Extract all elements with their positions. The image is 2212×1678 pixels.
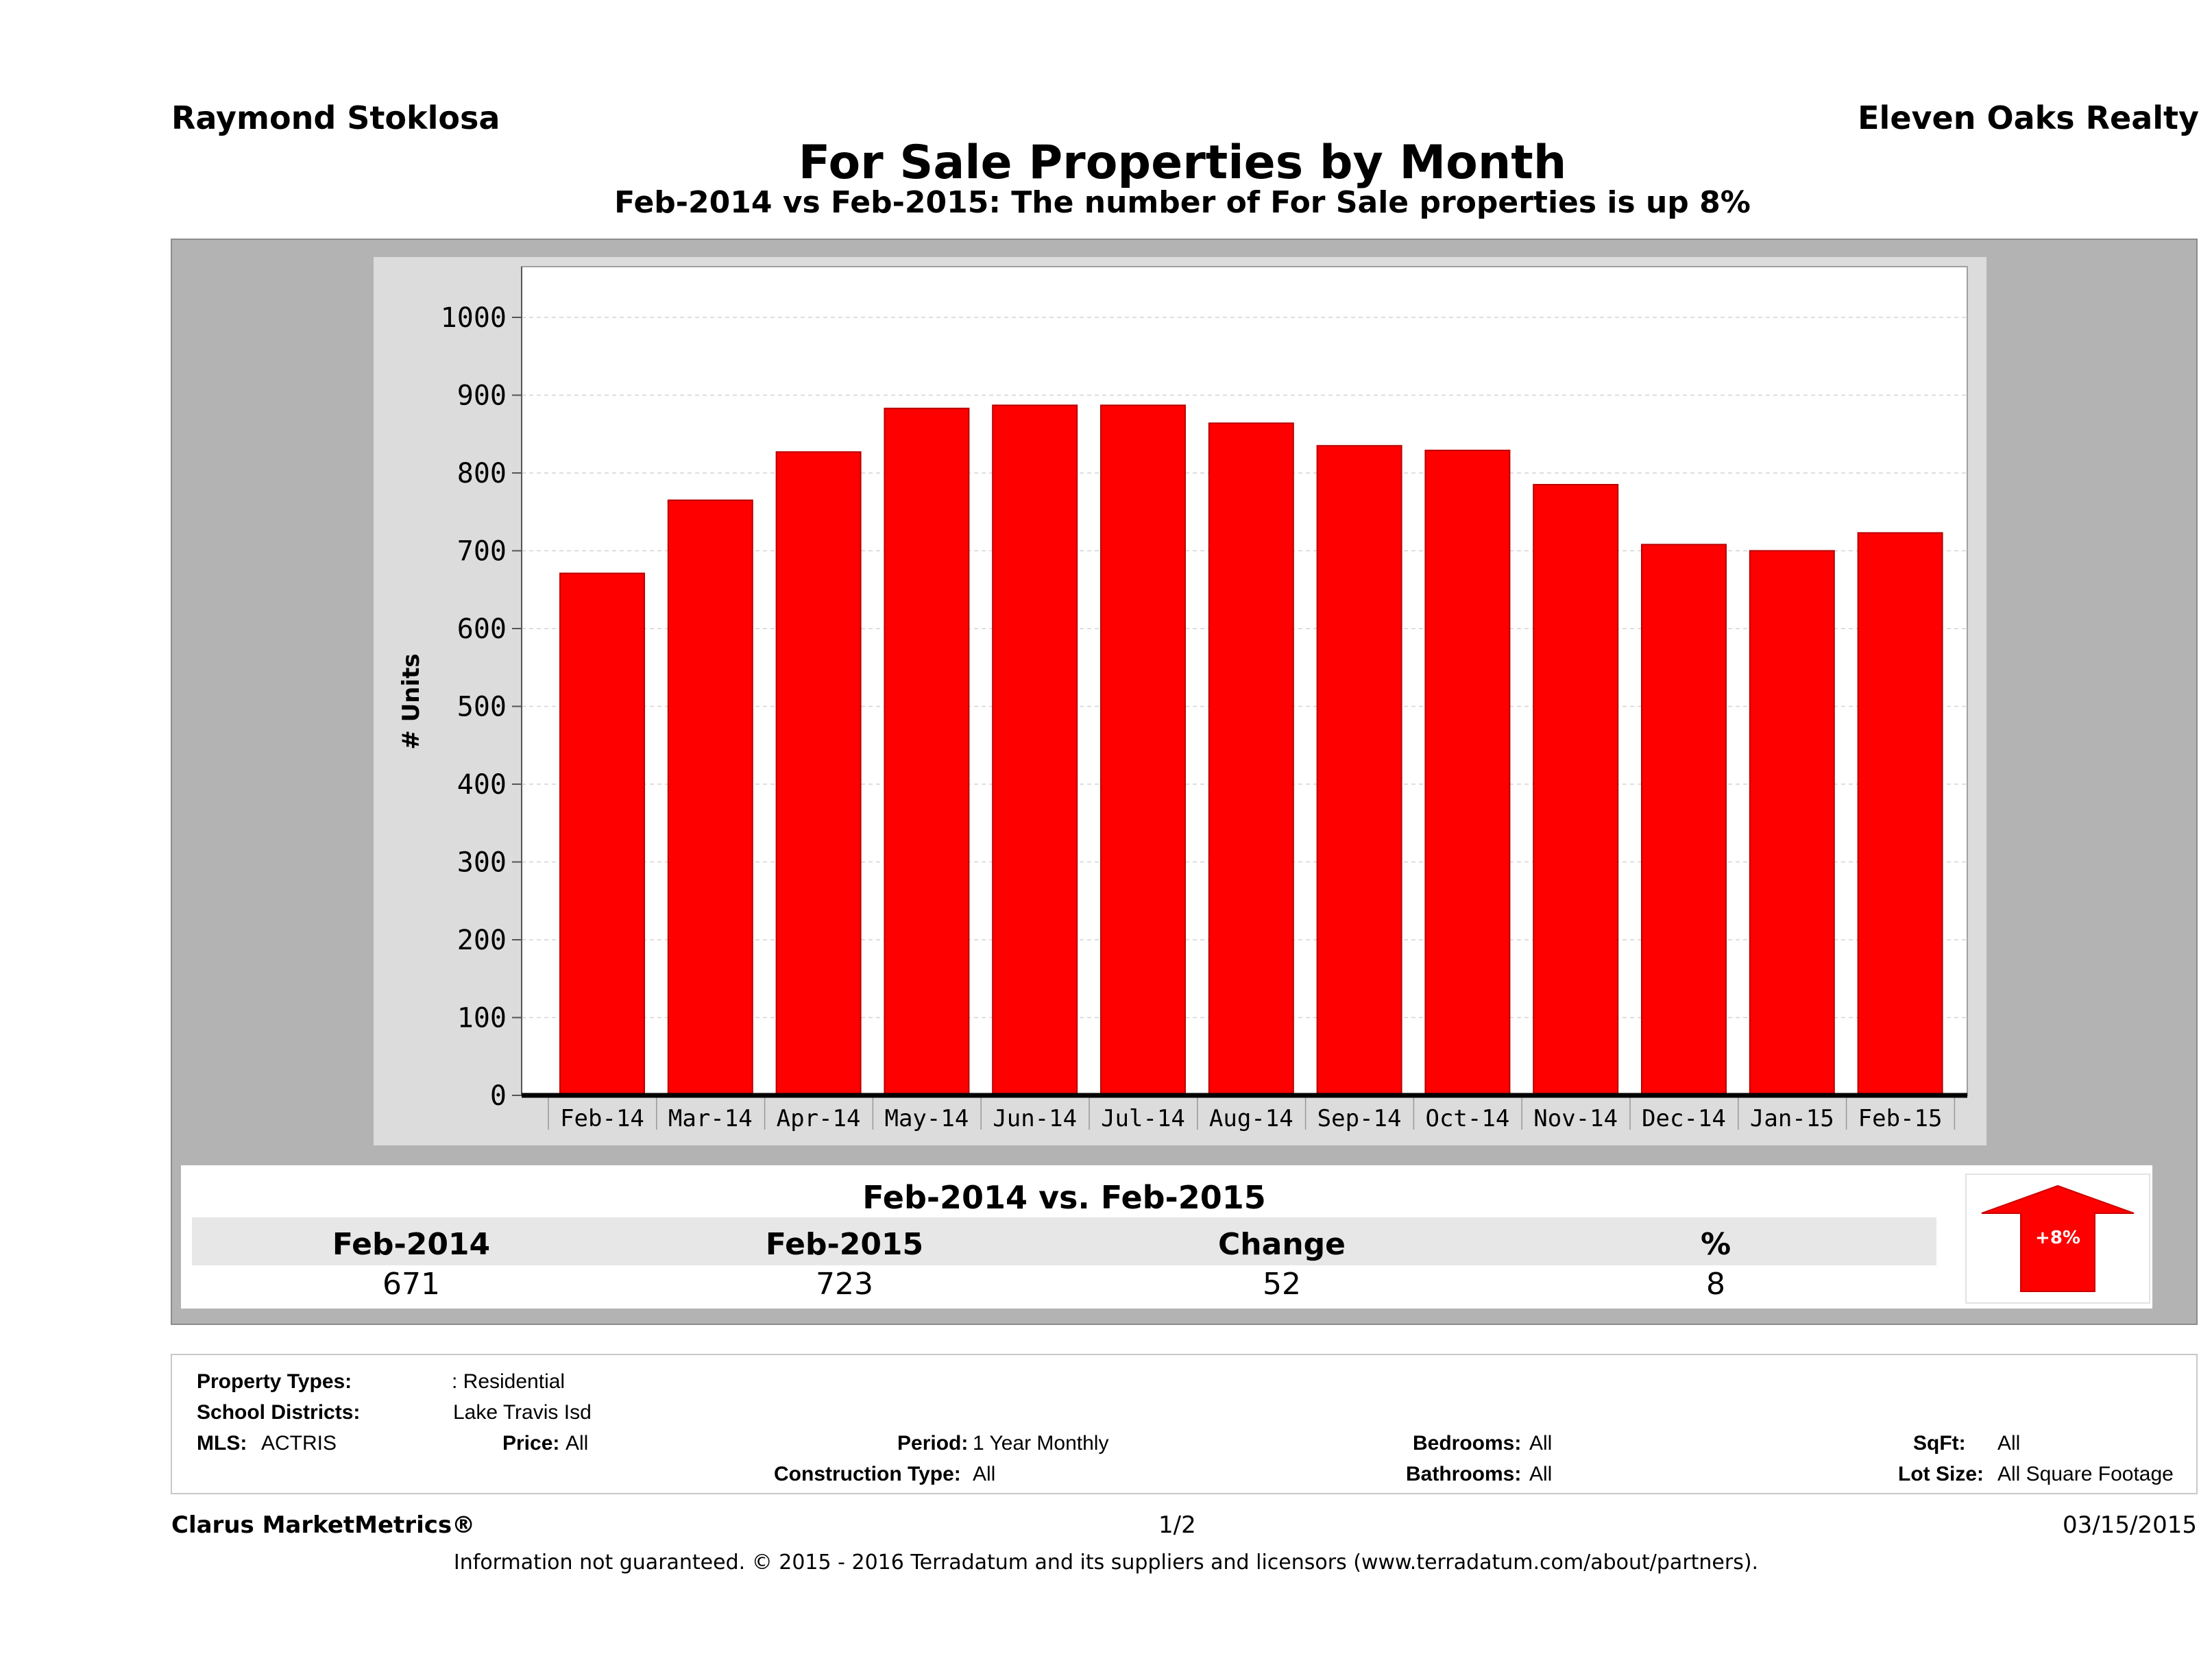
x-tick-label: Sep-14 — [1317, 1105, 1402, 1132]
y-tick-label: 0 — [490, 1080, 507, 1112]
y-tick-label: 700 — [457, 536, 507, 568]
chart-subtitle: Feb-2014 vs Feb-2015: The number of For … — [614, 185, 1751, 220]
sqft-label: SqFt: — [1913, 1432, 1966, 1455]
up-arrow-icon: +8% — [1981, 1184, 2135, 1292]
construction-type-label: Construction Type: — [774, 1463, 961, 1485]
y-tick-label: 200 — [457, 925, 507, 956]
property-types-label: Property Types: — [197, 1370, 352, 1393]
y-tick-label: 100 — [457, 1003, 507, 1034]
disclaimer: Information not guaranteed. © 2015 - 201… — [453, 1551, 1759, 1574]
lot-size-value: All Square Footage — [1997, 1463, 2174, 1485]
construction-type-value: All — [973, 1463, 996, 1485]
summary-title: Feb-2014 vs. Feb-2015 — [862, 1179, 1266, 1216]
summary-header-feb-2015: Feb-2015 — [765, 1227, 924, 1262]
bar-jul-14 — [1100, 404, 1186, 1096]
bar-nov-14 — [1533, 484, 1619, 1096]
bar-jan-15 — [1749, 550, 1835, 1096]
filter-criteria: Property Types: : Residential School Dis… — [171, 1354, 2198, 1494]
mls-value: ACTRIS — [261, 1432, 337, 1455]
summary-header-percent: % — [1700, 1227, 1731, 1262]
x-tick-label: Feb-14 — [560, 1105, 644, 1132]
x-tick-label: Aug-14 — [1209, 1105, 1293, 1132]
y-tick-label: 400 — [457, 769, 507, 801]
x-tick-label: Jul-14 — [1101, 1105, 1185, 1132]
bedrooms-label: Bedrooms: — [1413, 1432, 1522, 1455]
summary-value-row — [192, 1265, 1936, 1304]
sqft-value: All — [1997, 1432, 2021, 1455]
y-tick-label: 900 — [457, 380, 507, 412]
x-tick-label: Jan-15 — [1750, 1105, 1834, 1132]
price-label: Price: — [502, 1432, 560, 1455]
change-badge: +8% — [2035, 1228, 2080, 1248]
y-axis-label: # Units — [398, 653, 425, 749]
bar-apr-14 — [775, 451, 862, 1097]
school-districts-label: School Districts: — [197, 1401, 361, 1424]
bar-feb-14 — [559, 572, 645, 1097]
chart-title: For Sale Properties by Month — [798, 136, 1567, 190]
page-number: 1/2 — [1158, 1511, 1196, 1539]
summary-title-row: Feb-2014 vs. Feb-2015 — [192, 1174, 1936, 1217]
school-districts-value: Lake Travis Isd — [453, 1401, 592, 1424]
y-tick-label: 500 — [457, 692, 507, 723]
period-value: 1 Year Monthly — [973, 1432, 1109, 1455]
mls-label: MLS: — [197, 1432, 247, 1455]
bar-chart: 0 100 200 300 400 500 600 700 800 900 1000 # Units F… — [398, 266, 1968, 1132]
bar-feb-15 — [1857, 532, 1943, 1096]
summary-value-feb-2015: 723 — [816, 1267, 873, 1302]
agent-name: Raymond Stoklosa — [171, 99, 500, 136]
summary-value-feb-2014: 671 — [382, 1267, 440, 1302]
bar-may-14 — [884, 407, 970, 1097]
x-tick-label: Oct-14 — [1425, 1105, 1509, 1132]
x-tick-label: Apr-14 — [777, 1105, 861, 1132]
company-name: Eleven Oaks Realty — [1858, 99, 2199, 136]
x-tick-label: Nov-14 — [1533, 1105, 1618, 1132]
y-tick-label: 1000 — [441, 302, 507, 334]
y-tick-label: 300 — [457, 847, 507, 879]
summary-value-change: 52 — [1263, 1267, 1301, 1302]
summary-header-change: Change — [1218, 1227, 1346, 1262]
bar-aug-14 — [1208, 422, 1294, 1097]
plot-frame: 0 100 200 300 400 500 600 700 800 900 1000 # Units F… — [374, 257, 1986, 1145]
x-tick-label: Feb-15 — [1858, 1105, 1943, 1132]
bedrooms-value: All — [1529, 1432, 1553, 1455]
x-tick-label: Mar-14 — [668, 1105, 753, 1132]
period-label: Period: — [897, 1432, 969, 1455]
summary-header-feb-2014: Feb-2014 — [332, 1227, 491, 1262]
summary-value-percent: 8 — [1706, 1267, 1725, 1302]
x-tick-label: May-14 — [884, 1105, 969, 1132]
x-tick-label: Dec-14 — [1642, 1105, 1726, 1132]
footer-brand: Clarus MarketMetrics® — [171, 1511, 476, 1539]
report-date: 03/15/2015 — [2063, 1511, 2197, 1539]
y-tick-label: 600 — [457, 613, 507, 645]
bathrooms-label: Bathrooms: — [1406, 1463, 1522, 1485]
bar-dec-14 — [1641, 544, 1727, 1097]
change-indicator: +8% — [1965, 1174, 2150, 1304]
property-types-value: : Residential — [452, 1370, 566, 1393]
y-tick-label: 800 — [457, 458, 507, 489]
bar-jun-14 — [992, 404, 1078, 1096]
bar-sep-14 — [1316, 445, 1402, 1096]
summary-table: Feb-2014 vs. Feb-2015 Feb-2014 Feb-2015 … — [192, 1174, 1936, 1304]
bathrooms-value: All — [1529, 1463, 1553, 1485]
price-value: All — [566, 1432, 589, 1455]
bar-oct-14 — [1424, 450, 1511, 1096]
lot-size-label: Lot Size: — [1898, 1463, 1984, 1485]
x-tick-label: Jun-14 — [993, 1105, 1077, 1132]
bar-mar-14 — [667, 499, 753, 1097]
